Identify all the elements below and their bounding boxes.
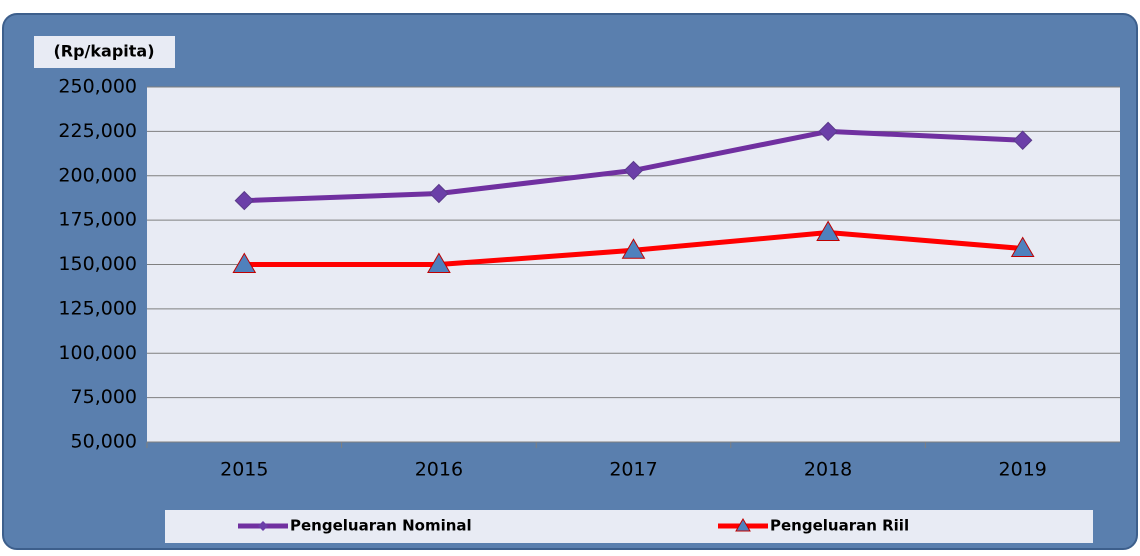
legend-marker xyxy=(735,518,751,532)
legend xyxy=(165,510,1093,543)
y-tick-label: 100,000 xyxy=(58,342,137,364)
y-tick-label: 175,000 xyxy=(58,209,137,231)
marker xyxy=(429,183,449,204)
x-tick-label: 2017 xyxy=(609,459,657,481)
marker xyxy=(234,190,255,211)
marker xyxy=(623,160,644,181)
x-tick-label: 2016 xyxy=(415,459,463,481)
y-tick-label: 200,000 xyxy=(58,164,137,186)
y-tick-label: 125,000 xyxy=(58,297,137,319)
marker xyxy=(816,220,840,242)
marker xyxy=(818,121,838,142)
legend-marker xyxy=(258,521,268,531)
x-tick-label: 2018 xyxy=(804,459,852,481)
legend-label: Pengeluaran Nominal xyxy=(290,517,472,535)
y-tick-label: 150,000 xyxy=(58,253,137,275)
y-axis-label: (Rp/kapita) xyxy=(53,42,154,61)
y-tick-label: 75,000 xyxy=(71,386,137,408)
marker xyxy=(1010,236,1035,258)
marker xyxy=(621,238,646,259)
x-tick-label: 2015 xyxy=(220,459,268,481)
marker xyxy=(232,252,257,273)
y-tick-label: 250,000 xyxy=(58,76,137,98)
y-tick-label: 50,000 xyxy=(71,431,137,453)
legend-label: Pengeluaran Riil xyxy=(770,517,909,535)
y-tick-label: 225,000 xyxy=(58,120,137,142)
marker xyxy=(1012,130,1033,150)
marker xyxy=(427,252,451,273)
x-tick-label: 2019 xyxy=(999,459,1047,481)
ylabel-box xyxy=(34,36,175,68)
